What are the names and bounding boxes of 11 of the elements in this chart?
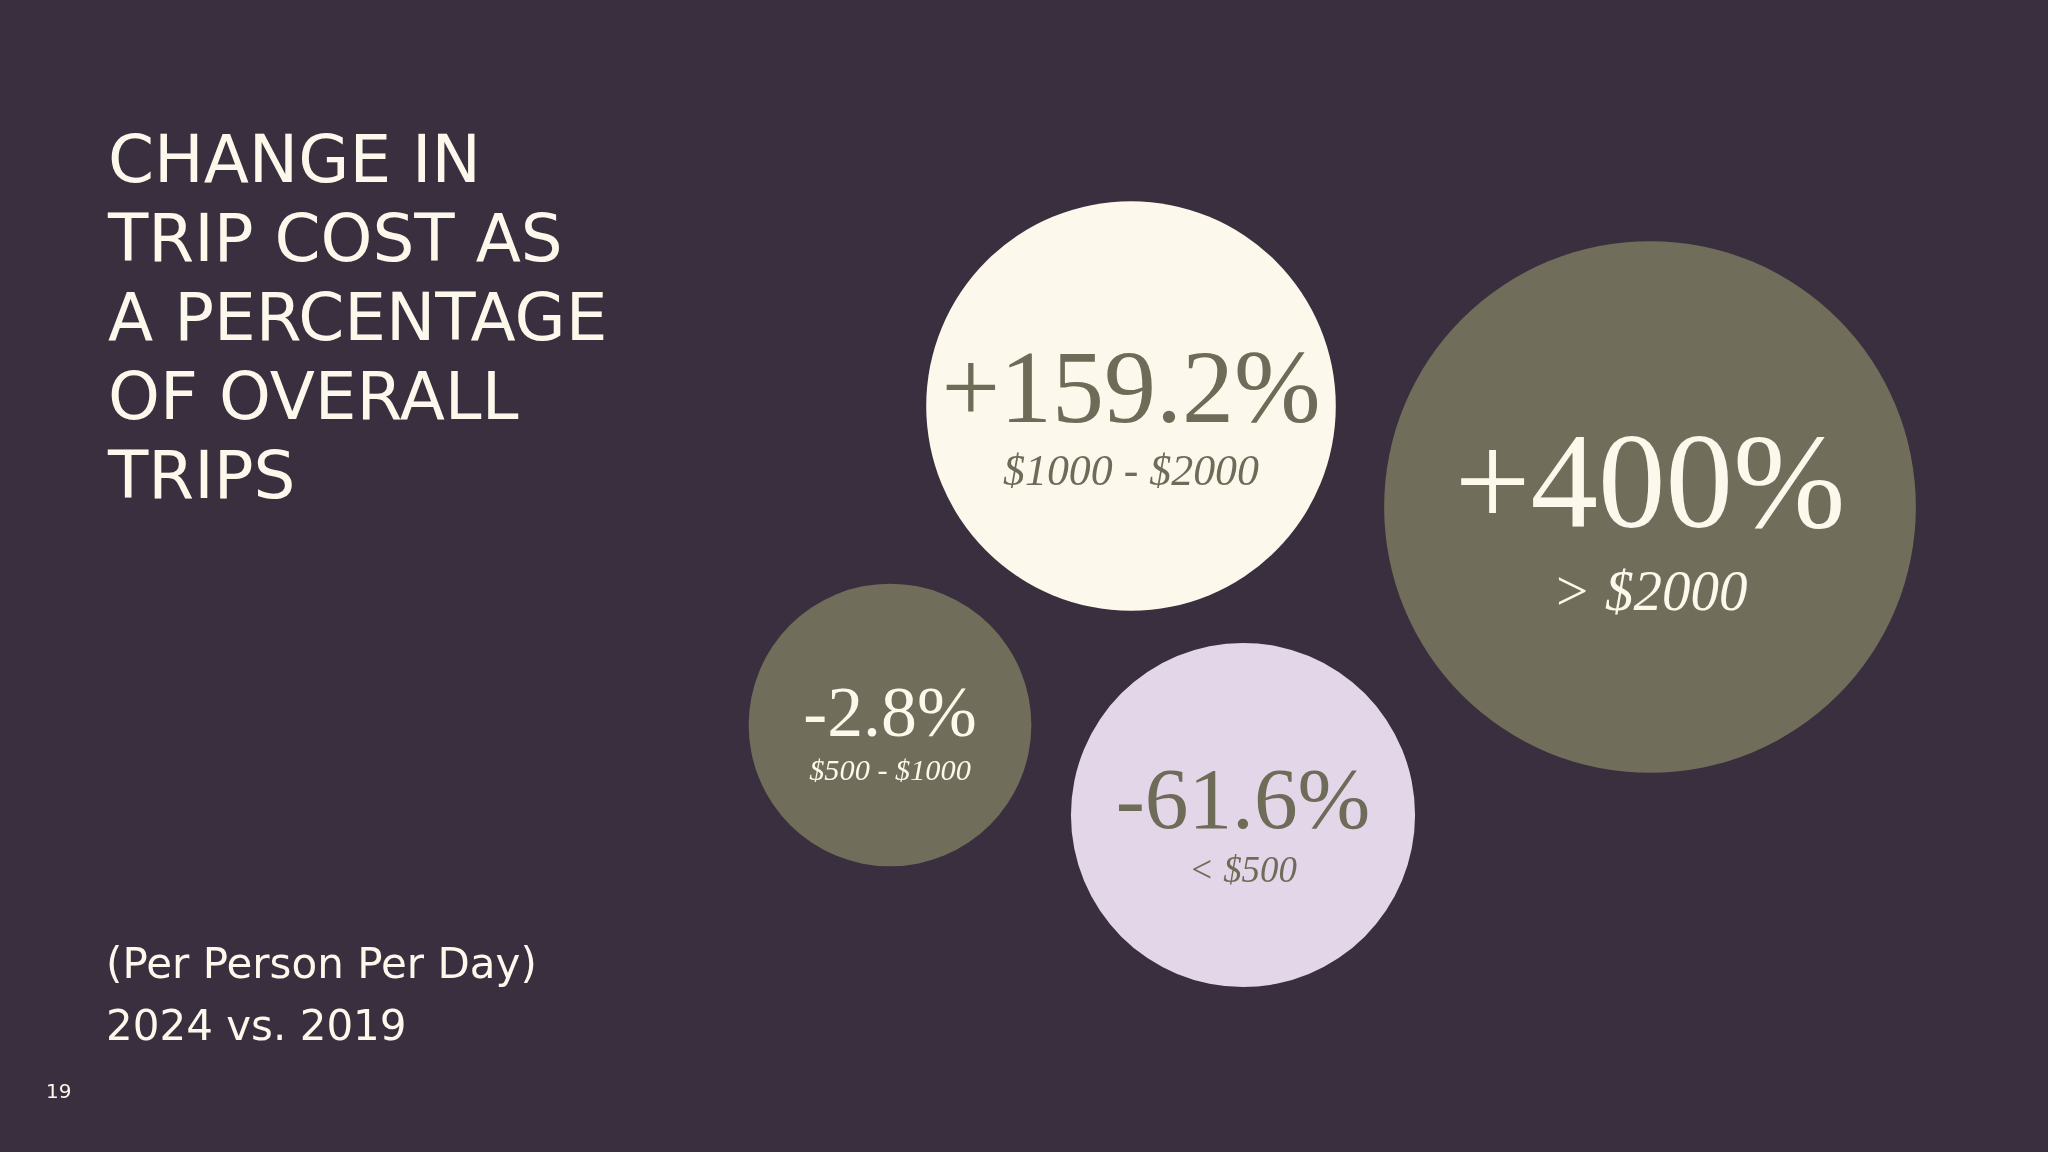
text: (Per Person Per Day) 2024 vs. 2019 (106, 939, 537, 1050)
data-label: +159.2% (941, 328, 1321, 444)
category-label: $500 - $1000 (809, 752, 971, 787)
data-label: +400% (1454, 407, 1846, 557)
data-label: -2.8% (803, 671, 977, 752)
text: CHANGE IN TRIP COST AS A PERCENTAGE OF OVERALL TRIPS (107, 121, 608, 514)
text: 19 (46, 1079, 72, 1103)
category-label: < $500 (1189, 848, 1297, 890)
data-label: -61.6% (1115, 750, 1371, 848)
category-label: > $2000 (1552, 558, 1748, 622)
category-label: $1000 - $2000 (1002, 446, 1260, 495)
